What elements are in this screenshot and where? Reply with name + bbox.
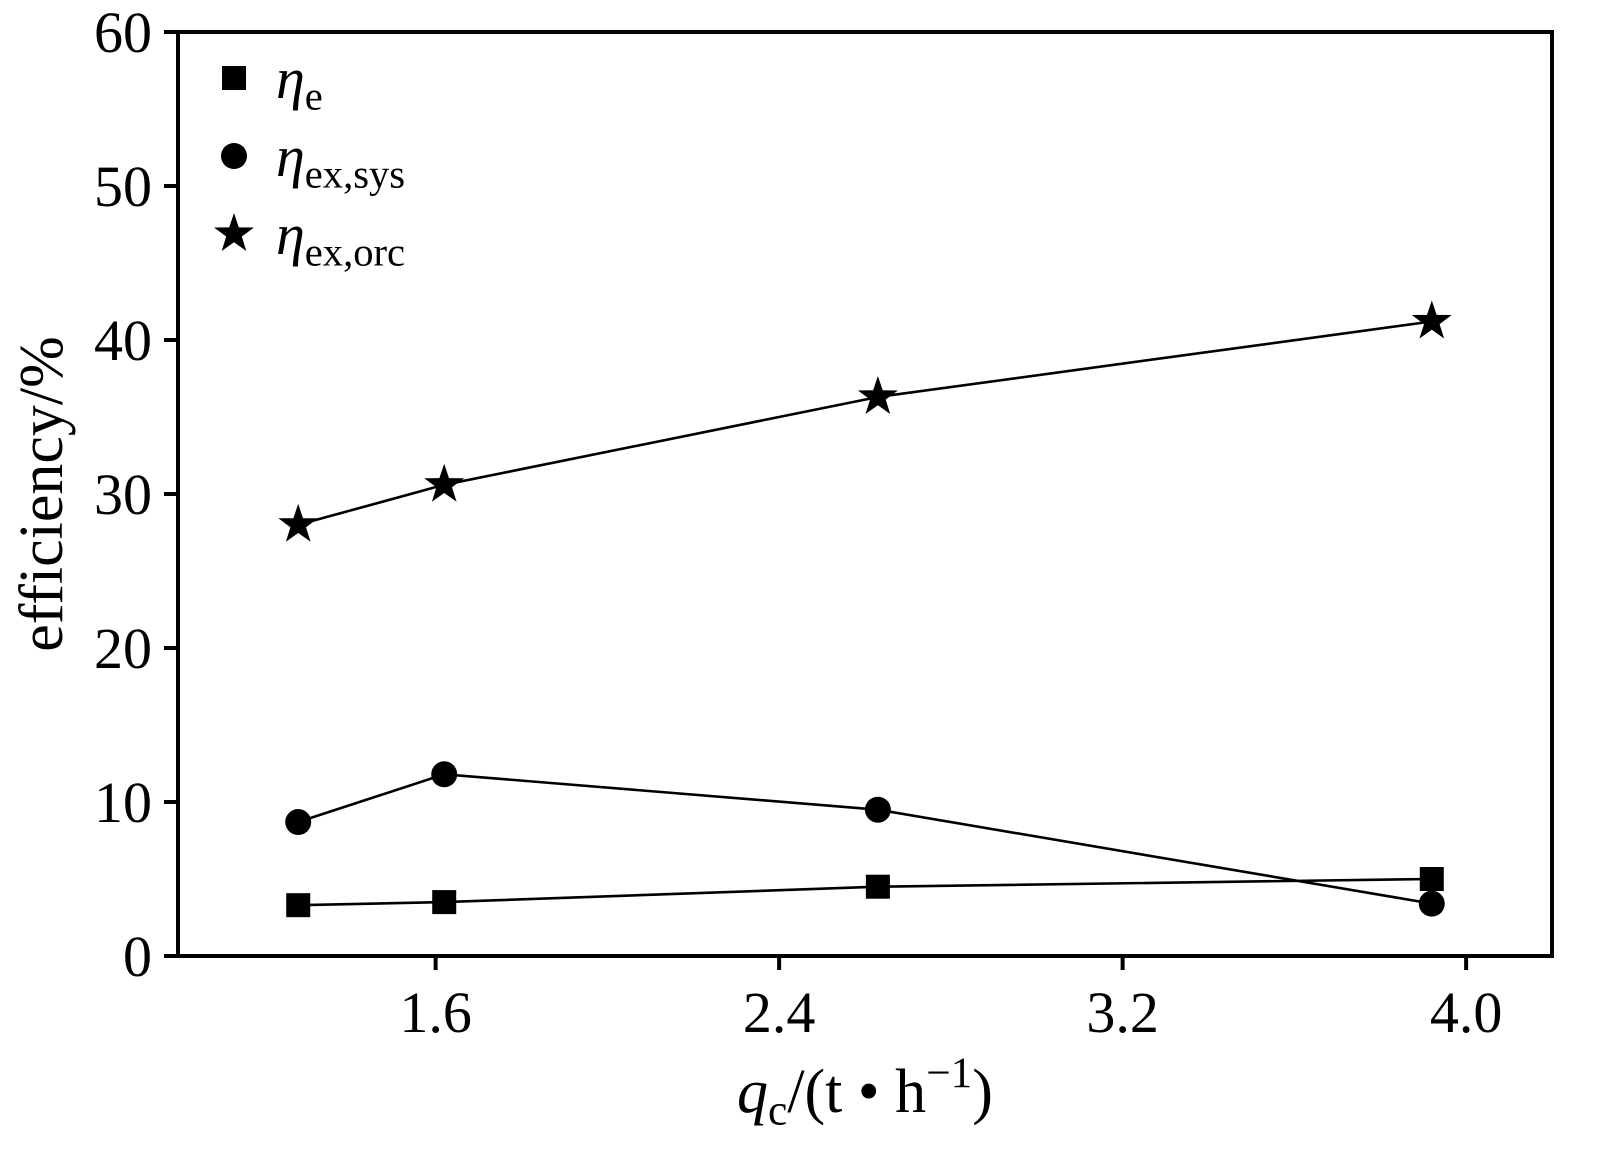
y-axis-tick-label: 40 (94, 308, 152, 373)
y-axis-tick-label: 50 (94, 154, 152, 219)
series-line-eta-e (298, 877, 1432, 907)
data-point-eta-ex-sys (1418, 890, 1445, 917)
y-axis-title: efficiency/% (8, 336, 76, 652)
legend-marker-eta-ex-orc (214, 213, 254, 251)
data-point-eta-ex-sys (431, 761, 458, 788)
data-point-eta-ex-orc (1411, 300, 1452, 339)
data-point-eta-e (865, 874, 890, 899)
y-axis-tick-label: 30 (94, 462, 152, 527)
legend-label-eta-ex-sys: ηex,sys (276, 124, 405, 197)
data-point-eta-ex-orc (857, 376, 898, 414)
x-axis-tick-label: 2.4 (743, 980, 816, 1045)
data-point-eta-e (432, 890, 457, 915)
legend-label-eta-ex-orc: ηex,orc (276, 202, 405, 275)
y-axis-tick-label: 10 (94, 770, 152, 835)
data-point-eta-ex-orc (424, 463, 465, 502)
data-point-eta-ex-orc (278, 503, 319, 542)
legend-marker-eta-ex-sys (221, 143, 247, 169)
legend-label-eta-e: ηe (276, 46, 323, 119)
y-axis-tick-label: 0 (123, 924, 152, 989)
series-line-eta-ex-orc (297, 320, 1432, 527)
data-point-eta-e (286, 893, 311, 918)
legend-marker-eta-e (222, 66, 246, 90)
data-point-eta-ex-sys (864, 796, 891, 823)
x-axis-tick-label: 1.6 (399, 980, 472, 1045)
x-axis-tick-label: 4.0 (1430, 980, 1503, 1045)
series-line-eta-ex-sys (297, 772, 1433, 905)
data-point-eta-ex-sys (285, 809, 312, 836)
y-axis-tick-label: 60 (94, 0, 152, 65)
x-axis-title: qc/(t • h−1) (737, 1049, 993, 1134)
x-axis-tick-label: 3.2 (1086, 980, 1159, 1045)
y-axis-tick-label: 20 (94, 616, 152, 681)
data-point-eta-e (1419, 867, 1444, 891)
